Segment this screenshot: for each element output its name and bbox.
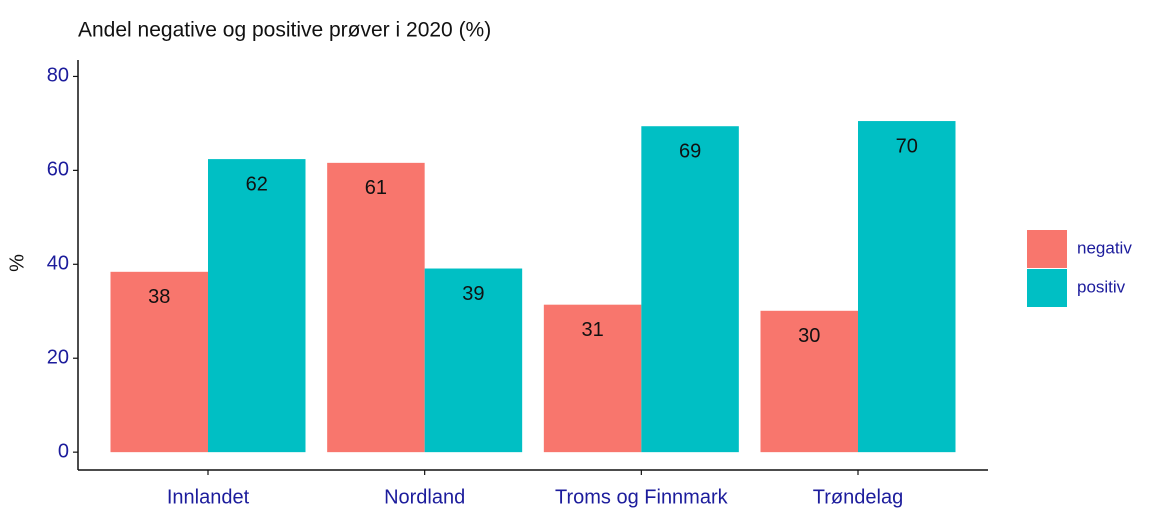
chart-title: Andel negative og positive prøver i 2020… bbox=[78, 19, 491, 42]
value-label: 38 bbox=[148, 286, 170, 308]
bar bbox=[424, 268, 523, 453]
bar bbox=[760, 310, 858, 453]
value-label: 30 bbox=[798, 325, 820, 347]
legend-swatch bbox=[1027, 269, 1067, 307]
value-label: 70 bbox=[896, 135, 918, 157]
y-tick-label: 60 bbox=[47, 159, 69, 181]
value-label: 61 bbox=[365, 177, 387, 199]
value-label: 31 bbox=[581, 319, 603, 341]
bar bbox=[641, 126, 739, 453]
y-tick-label: 40 bbox=[47, 253, 69, 275]
bar bbox=[327, 162, 425, 453]
legend-label: negativ bbox=[1077, 238, 1132, 257]
y-axis-label: % bbox=[6, 254, 28, 272]
value-label: 62 bbox=[246, 173, 268, 195]
bar bbox=[208, 159, 306, 453]
x-tick-label: Trøndelag bbox=[813, 486, 903, 508]
bar bbox=[110, 271, 208, 453]
value-label: 69 bbox=[679, 141, 701, 163]
bar bbox=[543, 304, 642, 453]
y-tick-label: 80 bbox=[47, 65, 69, 87]
x-tick-label: Nordland bbox=[384, 486, 465, 508]
x-tick-label: Innlandet bbox=[167, 486, 250, 508]
y-tick-label: 20 bbox=[47, 347, 69, 369]
legend-swatch bbox=[1027, 230, 1067, 268]
value-label: 39 bbox=[462, 283, 484, 305]
bar bbox=[858, 121, 956, 453]
x-tick-label: Troms og Finnmark bbox=[555, 486, 729, 508]
legend-label: positiv bbox=[1077, 277, 1126, 296]
y-tick-label: 0 bbox=[58, 440, 69, 462]
